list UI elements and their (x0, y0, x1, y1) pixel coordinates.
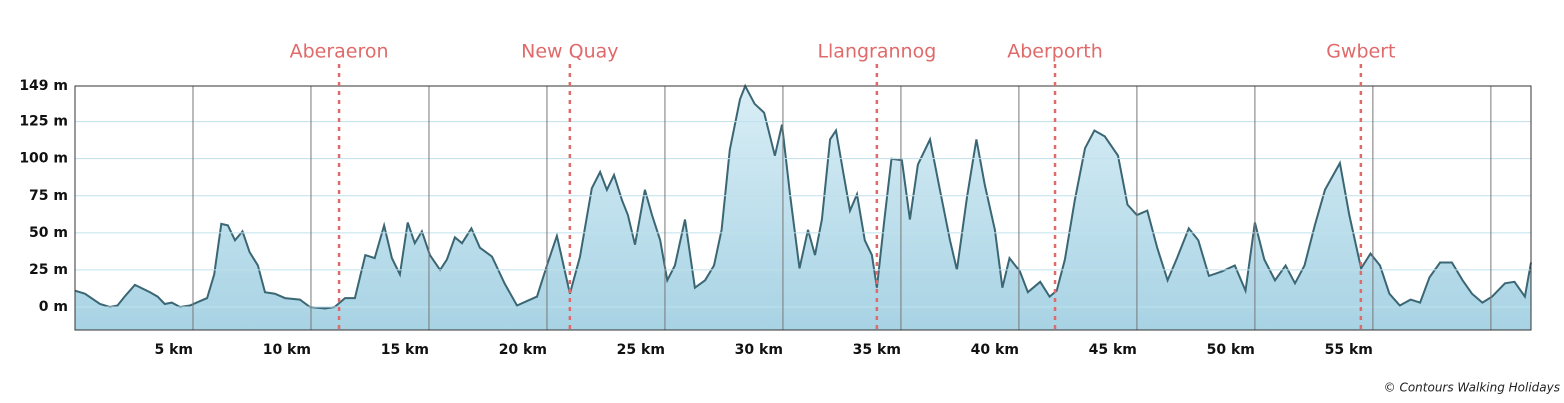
y-tick-label: 149 m (19, 78, 68, 94)
y-tick-label: 125 m (19, 114, 68, 130)
y-tick-label: 0 m (39, 299, 68, 315)
x-tick-label: 10 km (263, 342, 311, 358)
x-tick-label: 5 km (154, 342, 193, 358)
town-label: Llangrannog (817, 41, 936, 63)
x-tick-label: 40 km (971, 342, 1019, 358)
y-tick-label: 100 m (19, 151, 68, 167)
town-label: New Quay (521, 41, 618, 63)
x-tick-label: 35 km (853, 342, 901, 358)
credit: © Contours Walking Holidays (1384, 381, 1560, 395)
town-label: Aberporth (1007, 41, 1103, 63)
x-tick-label: 25 km (617, 342, 665, 358)
y-tick-label: 50 m (29, 225, 68, 241)
y-tick-label: 25 m (29, 262, 68, 278)
x-tick-label: 30 km (735, 342, 783, 358)
x-tick-label: 20 km (499, 342, 547, 358)
x-tick-label: 45 km (1089, 342, 1137, 358)
x-tick-label: 15 km (381, 342, 429, 358)
town-label: Gwbert (1326, 41, 1395, 63)
x-tick-label: 55 km (1325, 342, 1373, 358)
plot-border (74, 85, 1532, 331)
x-tick-label: 50 km (1207, 342, 1255, 358)
area-fill (75, 86, 1531, 330)
y-tick-label: 75 m (29, 188, 68, 204)
town-label: Aberaeron (290, 41, 389, 63)
